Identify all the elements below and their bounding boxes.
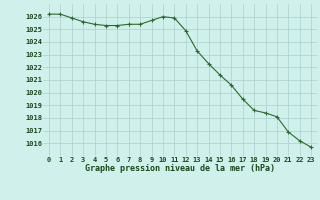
X-axis label: Graphe pression niveau de la mer (hPa): Graphe pression niveau de la mer (hPa) <box>85 164 275 173</box>
